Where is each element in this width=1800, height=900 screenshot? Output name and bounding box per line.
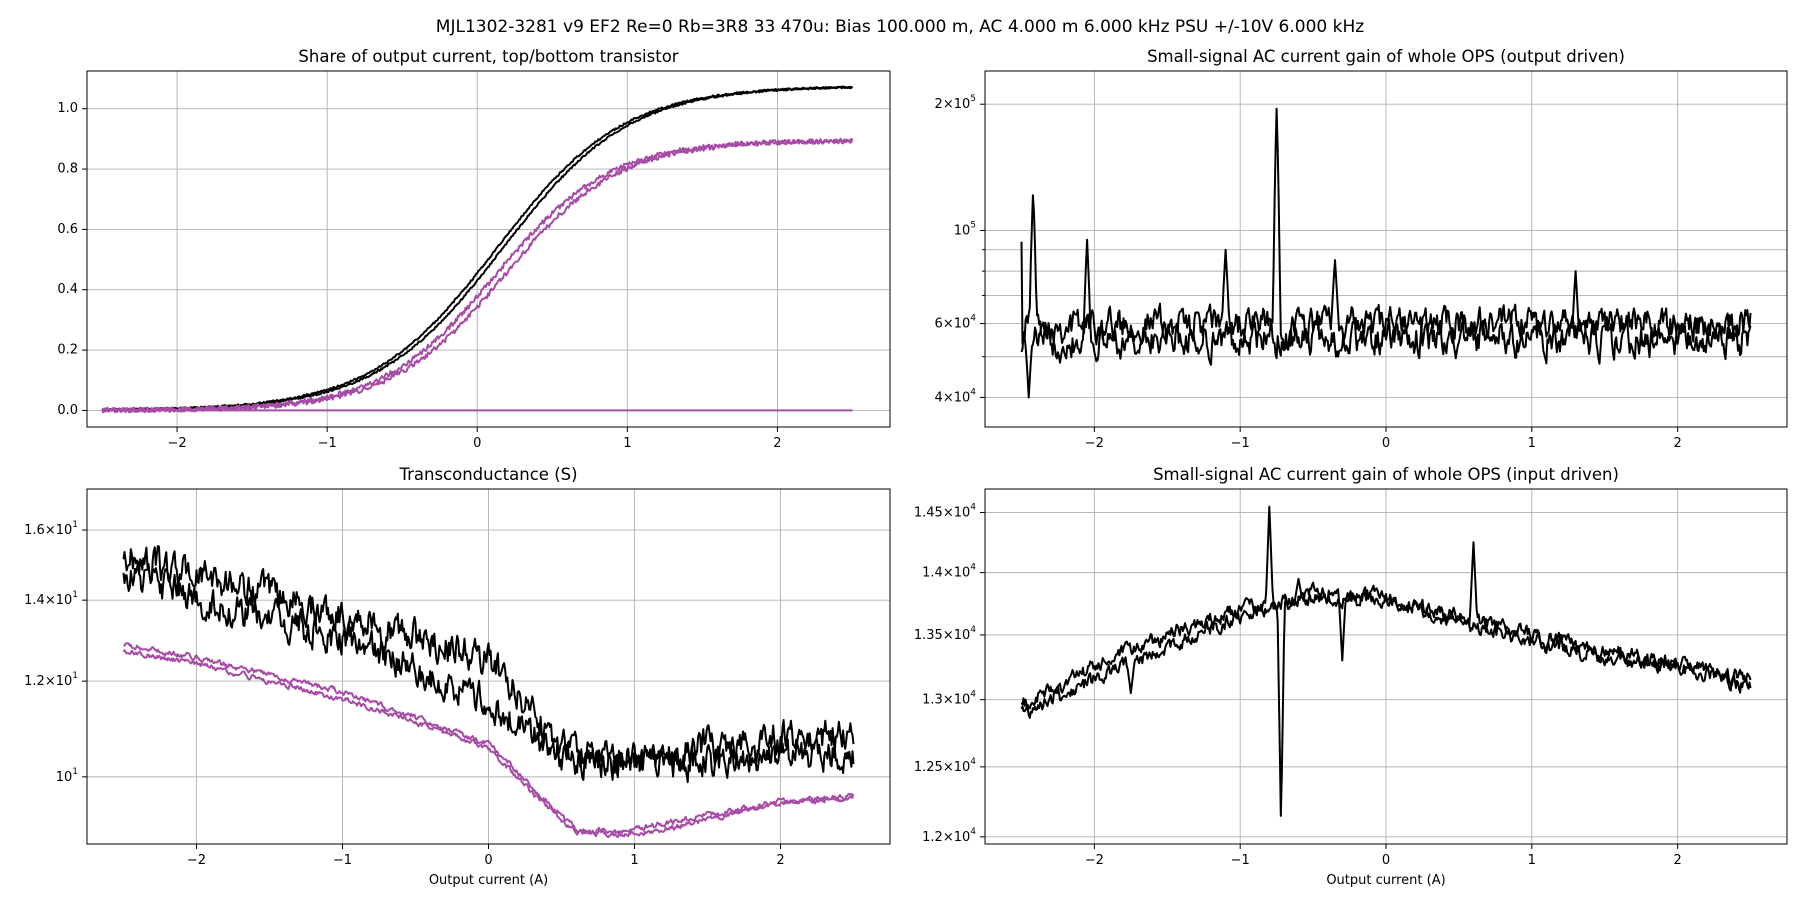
y-tick-label: 4×104 (935, 387, 977, 405)
x-tick-label: −1 (1231, 853, 1250, 868)
chart-panel-transconductance: −2 −1 0 1 2 101 1.2×101 1.4×101 1.6×101 Transcond… (24, 465, 891, 888)
series-line-black-2 (1020, 581, 1752, 719)
y-tick-label: 2×105 (935, 94, 976, 112)
grid-lines (87, 489, 890, 844)
x-tick-label: −1 (1231, 436, 1250, 451)
x-tick-label: −2 (187, 853, 206, 868)
x-tick-label: 1 (630, 853, 638, 868)
series-line-black-1 (122, 545, 855, 778)
y-tick-label: 1.4×104 (922, 562, 976, 580)
series-line-purple-4 (122, 649, 855, 839)
y-tick-label: 0.0 (57, 403, 78, 418)
series-line-black-2 (1020, 238, 1752, 399)
x-tick-label: 0 (484, 853, 492, 868)
y-tick-label: 1.35×104 (914, 624, 976, 642)
series-line-black-2 (122, 560, 855, 784)
series-group (1020, 505, 1752, 817)
x-tick-label: 1 (1528, 853, 1536, 868)
figure-title: MJL1302-3281 v9 EF2 Re=0 Rb=3R8 33 470u:… (436, 17, 1364, 37)
y-tick-label: 0.6 (57, 222, 78, 237)
grid-lines (985, 71, 1787, 427)
y-tick-label: 0.8 (57, 162, 78, 177)
series-group (1020, 107, 1752, 399)
series-group (101, 85, 854, 414)
x-axis-label: Output current (A) (1326, 873, 1445, 888)
x-tick-label: 0 (1382, 853, 1390, 868)
chart-title: Small-signal AC current gain of whole OP… (1153, 465, 1619, 484)
x-tick-label: 2 (1673, 436, 1681, 451)
x-tick-label: 2 (773, 436, 781, 451)
x-tick-label: −1 (333, 853, 352, 868)
y-tick-label: 1.2×101 (24, 671, 78, 689)
y-tick-label: 105 (954, 220, 976, 238)
chart-title: Transconductance (S) (398, 465, 577, 484)
series-group (122, 545, 855, 839)
series-line-purple-4 (101, 137, 853, 414)
x-tick-label: −1 (318, 436, 337, 451)
y-tick-label: 1.25×104 (914, 756, 976, 774)
series-line-purple-3 (123, 642, 855, 835)
chart-title: Share of output current, top/bottom tran… (298, 47, 678, 66)
y-tick-label: 6×104 (935, 313, 977, 331)
y-tick-label: 0.4 (57, 282, 78, 297)
y-tick-label: 1.4×101 (24, 590, 78, 608)
chart-title: Small-signal AC current gain of whole OP… (1147, 47, 1625, 66)
x-tick-label: 0 (473, 436, 481, 451)
chart-panel-gain-input: −2 −1 0 1 2 1.2×104 1.25×104 1.3×104 1.35×104 1.4… (914, 465, 1788, 888)
x-tick-label: 1 (623, 436, 631, 451)
x-tick-label: 2 (1673, 853, 1681, 868)
plot-frame (86, 70, 891, 428)
x-axis-label: Output current (A) (429, 873, 548, 888)
y-tick-label: 1.45×104 (914, 502, 976, 520)
chart-panel-share: −2 −1 0 1 2 0.0 0.2 0.4 0.6 0.8 1.0 Share of output… (57, 47, 891, 451)
x-tick-label: −2 (1085, 436, 1104, 451)
x-tick-label: 0 (1382, 436, 1390, 451)
x-tick-label: −2 (167, 436, 186, 451)
x-tick-label: −2 (1085, 853, 1104, 868)
y-tick-label: 1.3×104 (922, 689, 976, 707)
series-line-black-1 (1020, 505, 1752, 817)
x-tick-label: 1 (1528, 436, 1536, 451)
chart-panel-gain-output: −2 −1 0 1 2 4×104 6×104 105 2×105 Small-signal AC… (935, 47, 1788, 451)
x-tick-label: 2 (776, 853, 784, 868)
y-tick-label: 1.0 (57, 101, 78, 116)
y-tick-label: 1.2×104 (922, 826, 976, 844)
grid-lines (87, 71, 890, 427)
y-tick-label: 0.2 (57, 343, 78, 358)
y-tick-label: 1.6×101 (24, 520, 78, 538)
y-tick-label: 101 (56, 766, 78, 784)
